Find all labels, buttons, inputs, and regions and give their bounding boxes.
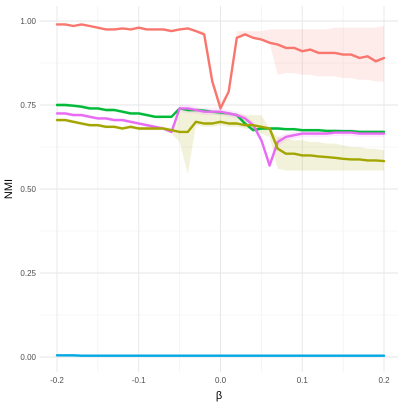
series-line-2 [55, 107, 386, 167]
x-tick-label: 0.1 [297, 376, 309, 385]
y-tick-label: 0.75 [20, 101, 36, 110]
y-tick-label: 1.00 [20, 17, 36, 26]
series-line-0 [55, 23, 386, 110]
y-axis-title: NMI [3, 179, 15, 199]
series-line-3 [55, 118, 386, 163]
x-axis-title: β [216, 390, 222, 402]
x-axis-tick-labels: -0.2 -0.1 0.0 0.1 0.2 [50, 376, 390, 385]
x-tick-label: -0.1 [132, 376, 146, 385]
series-lines [55, 23, 386, 357]
y-axis-tick-labels: 0.00 0.25 0.50 0.75 1.00 [20, 17, 36, 362]
x-tick-label: 0.2 [378, 376, 390, 385]
y-tick-label: 0.25 [20, 269, 36, 278]
x-tick-label: -0.2 [50, 376, 64, 385]
series-band-2 [57, 105, 384, 169]
y-tick-label: 0.50 [20, 185, 36, 194]
series-band-3 [57, 110, 384, 174]
y-tick-label: 0.00 [20, 353, 36, 362]
series-band-0 [57, 24, 384, 109]
x-tick-label: 0.0 [215, 376, 227, 385]
